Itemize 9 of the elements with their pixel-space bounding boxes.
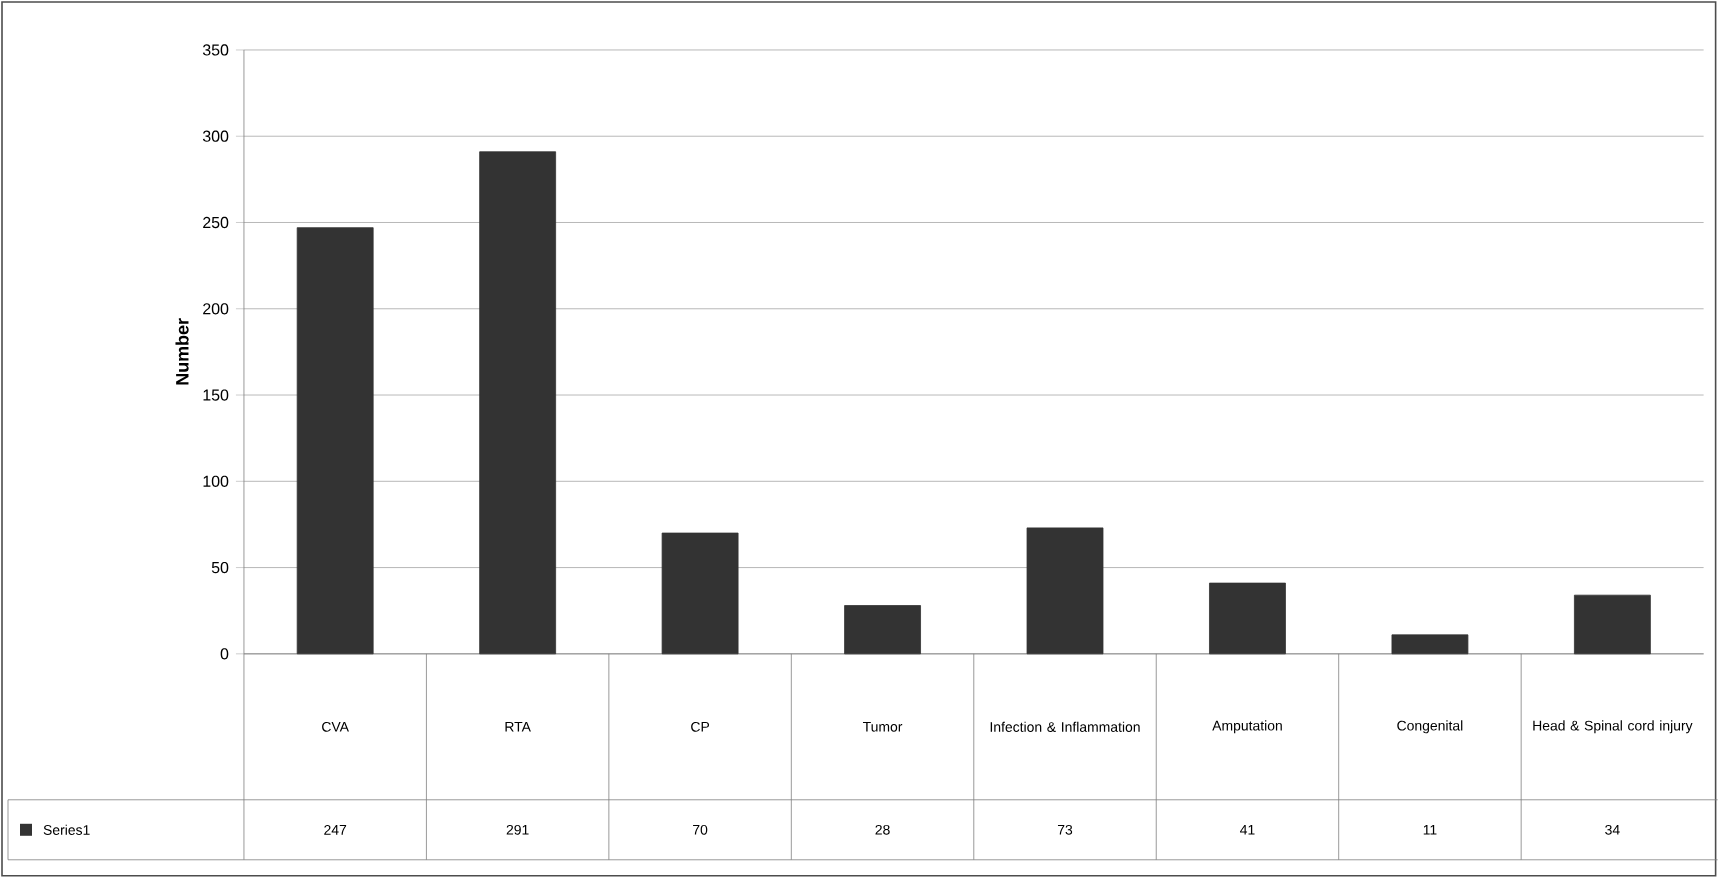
y-axis-title: Number [175,318,189,385]
bar [296,227,374,655]
bar [1574,594,1651,655]
bar [1209,582,1286,655]
bar [844,605,921,655]
bar [1391,634,1469,655]
bar [661,532,739,655]
bar [1026,527,1104,655]
bar [479,151,557,655]
